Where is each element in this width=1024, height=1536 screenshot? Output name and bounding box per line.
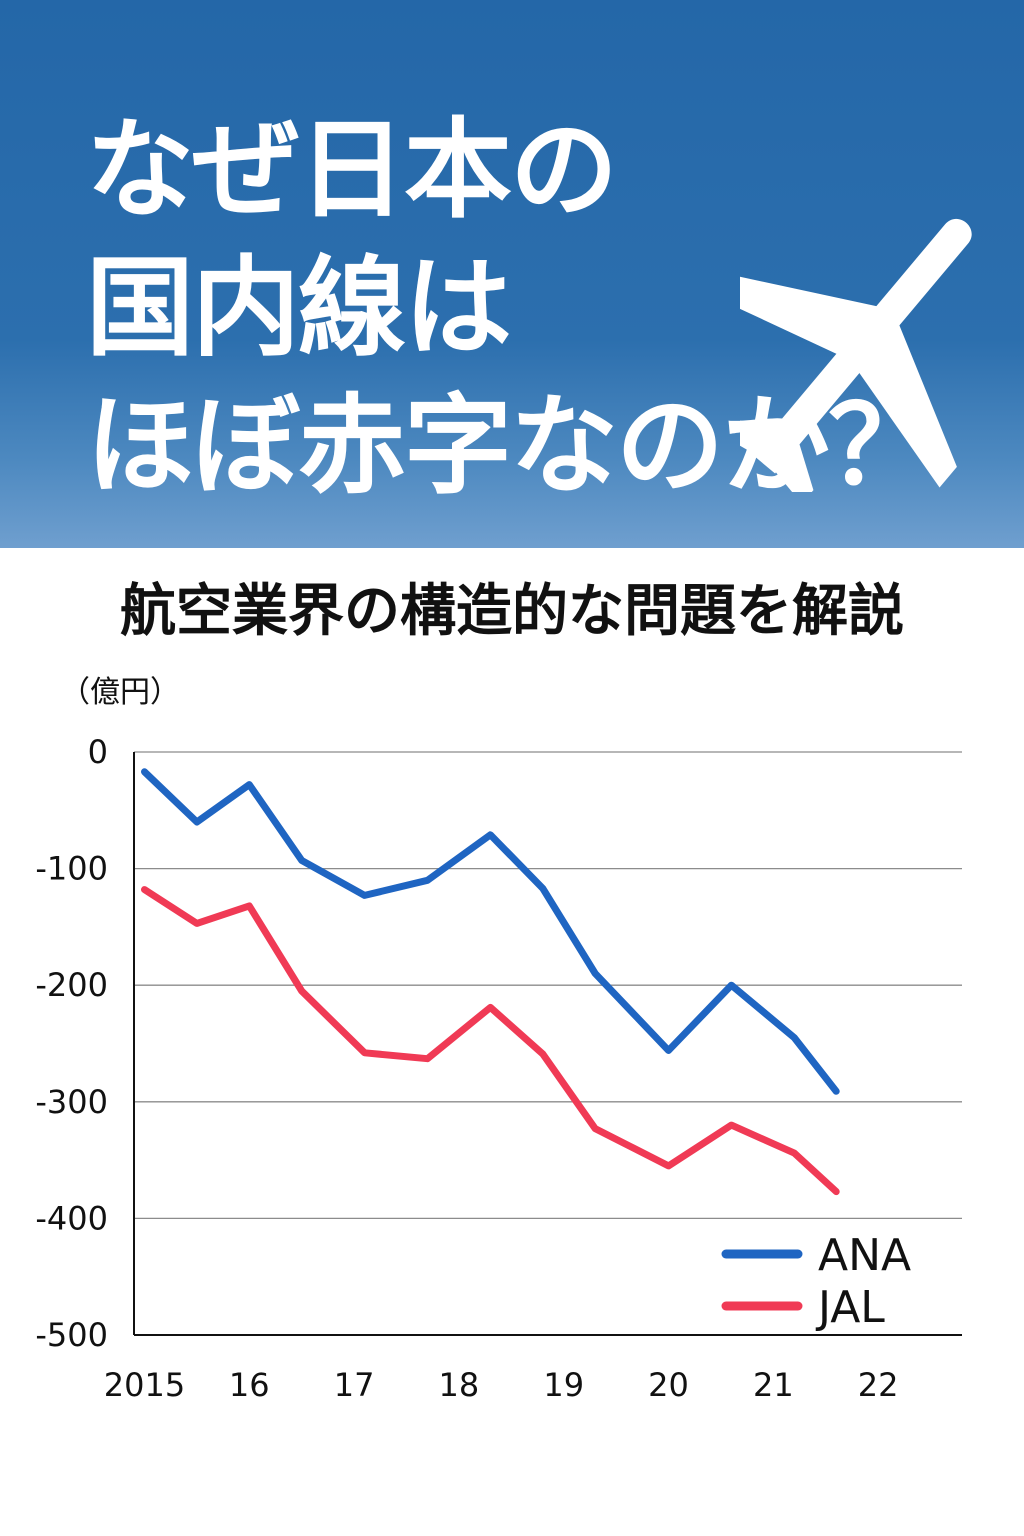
x-tick-label: 19 [543, 1366, 584, 1404]
x-tick-label: 17 [334, 1366, 375, 1404]
title-line: なぜ日本の [86, 108, 618, 233]
x-tick-label: 21 [753, 1366, 794, 1404]
y-axis-unit-label: （億円） [60, 675, 180, 710]
y-tick-label: -400 [35, 1199, 108, 1237]
legend-label-jal: JAL [815, 1282, 885, 1333]
series-line-jal [141, 886, 840, 1196]
series-line-ana [141, 768, 840, 1095]
header-banner: なぜ日本の 国内線は ほぼ赤字なのか？ [0, 0, 1024, 548]
y-tick-label: -500 [35, 1316, 108, 1354]
y-tick-label: 0 [88, 733, 108, 771]
x-tick-label: 22 [858, 1366, 899, 1404]
title-line: 国内線は [86, 246, 512, 371]
x-tick-label: 2015 [104, 1366, 185, 1404]
legend-label-ana: ANA [818, 1230, 911, 1281]
x-tick-label: 16 [229, 1366, 270, 1404]
airplane-icon [740, 218, 972, 492]
x-tick-label: 18 [439, 1366, 480, 1404]
y-tick-label: -200 [35, 966, 108, 1004]
x-tick-label: 20 [648, 1366, 689, 1404]
y-tick-label: -100 [35, 850, 108, 888]
subtitle: 航空業界の構造的な問題を解説 [120, 579, 904, 644]
y-tick-label: -300 [35, 1083, 108, 1121]
